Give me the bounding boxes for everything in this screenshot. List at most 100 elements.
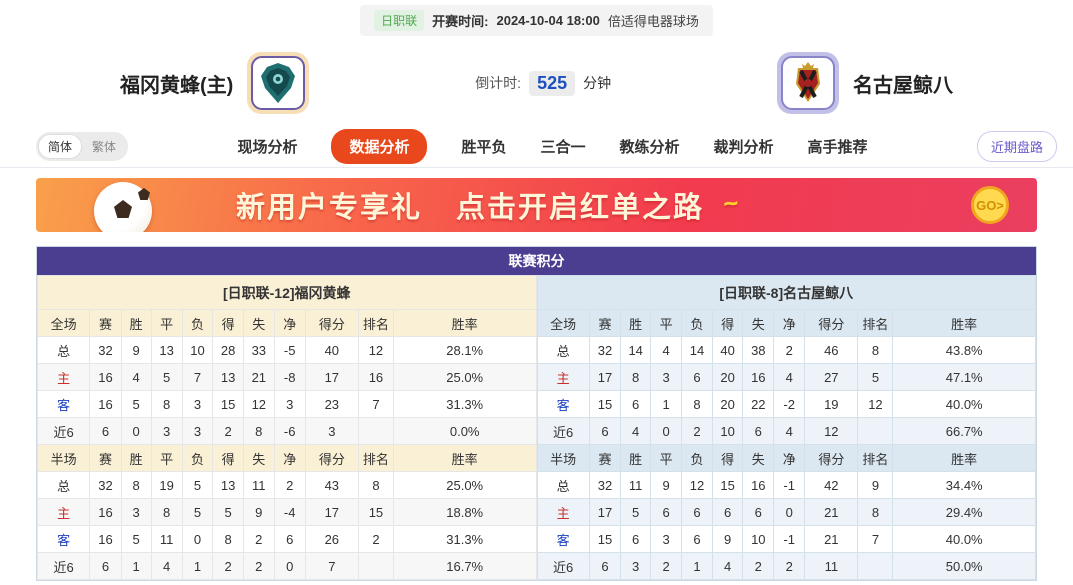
column-header: 胜 bbox=[120, 309, 152, 337]
stat-cell: 50.0% bbox=[892, 552, 1036, 580]
stat-cell: 6 bbox=[620, 390, 652, 418]
kickoff-label: 开赛时间: bbox=[432, 13, 489, 29]
row-label: 总 bbox=[36, 336, 91, 364]
stat-cell: 0 bbox=[273, 552, 306, 580]
stat-cell: 6 bbox=[89, 417, 122, 445]
stat-cell: 0 bbox=[773, 498, 806, 526]
row-label: 近6 bbox=[536, 417, 590, 445]
stat-cell: 12 bbox=[804, 417, 859, 445]
stat-cell: 40 bbox=[304, 336, 359, 364]
stat-cell: 32 bbox=[588, 336, 622, 364]
stat-cell: 2 bbox=[650, 552, 683, 580]
stat-cell: 0 bbox=[181, 525, 214, 553]
table-row: 近6 6 3 2 1 4 2 2 11 50.0% bbox=[536, 552, 1036, 580]
column-header: 得 bbox=[711, 309, 744, 337]
stat-cell: 14 bbox=[620, 336, 652, 364]
table-row: 总 32 14 4 14 40 38 2 46 8 43.8% bbox=[536, 336, 1036, 364]
stat-cell: -1 bbox=[773, 525, 806, 553]
stat-cell: 40.0% bbox=[892, 390, 1036, 418]
stat-cell: 66.7% bbox=[892, 417, 1036, 445]
row-label: 客 bbox=[36, 525, 91, 553]
tab-现场分析[interactable]: 现场分析 bbox=[237, 139, 298, 156]
column-header-row: 半场赛胜平负得失净得分 排名 胜率 bbox=[36, 444, 537, 472]
table-row: 总 32 9 13 10 28 33 -5 40 12 28.1% bbox=[36, 336, 537, 364]
row-label: 总 bbox=[36, 471, 91, 499]
home-team-block: 福冈黄蜂(主) bbox=[120, 52, 310, 114]
row-label: 总 bbox=[536, 471, 590, 499]
stat-cell bbox=[857, 417, 894, 445]
column-header: 半场 bbox=[36, 444, 91, 472]
stat-cell: 20 bbox=[711, 363, 744, 391]
stat-cell: 31.3% bbox=[392, 525, 537, 553]
match-header: 福冈黄蜂(主) 倒计时: 525 分钟 bbox=[0, 40, 1073, 126]
stat-cell: -5 bbox=[273, 336, 306, 364]
tab-裁判分析[interactable]: 裁判分析 bbox=[713, 139, 774, 156]
home-crest-icon bbox=[261, 63, 296, 103]
column-header: 赛 bbox=[89, 309, 122, 337]
stat-cell: 40 bbox=[711, 336, 744, 364]
stat-cell: 28.1% bbox=[392, 336, 537, 364]
column-header: 排名 bbox=[857, 444, 894, 472]
column-header: 得 bbox=[212, 444, 244, 472]
column-header: 排名 bbox=[357, 309, 394, 337]
column-header: 全场 bbox=[536, 309, 590, 337]
column-header: 胜 bbox=[120, 444, 152, 472]
home-team-logo bbox=[247, 52, 310, 114]
column-header: 赛 bbox=[588, 309, 622, 337]
stat-cell: 15 bbox=[711, 471, 744, 499]
row-label: 主 bbox=[536, 363, 590, 391]
column-header: 赛 bbox=[588, 444, 622, 472]
table-row: 主 17 8 3 6 20 16 4 27 5 47.1% bbox=[536, 363, 1036, 391]
nav-bar: 简体 繁体 现场分析 数据分析 胜平负 三合一 教练分析 裁判分析 高手推荐 近期盘路 bbox=[0, 126, 1073, 168]
stat-cell: 8 bbox=[120, 471, 152, 499]
stat-cell: 13 bbox=[212, 471, 244, 499]
stat-cell: 4 bbox=[150, 552, 183, 580]
stat-cell: 17 bbox=[304, 363, 359, 391]
team-title-row: [日职联-12]福冈黄蜂 bbox=[37, 275, 537, 310]
column-header: 胜率 bbox=[392, 309, 537, 337]
go-button[interactable]: GO> bbox=[971, 186, 1009, 224]
stat-cell: -1 bbox=[773, 471, 806, 499]
stat-cell: 21 bbox=[804, 525, 859, 553]
tab-高手推荐[interactable]: 高手推荐 bbox=[807, 139, 868, 156]
promo-banner[interactable]: 新用户专享礼 点击开启红单之路 ~ GO> bbox=[36, 178, 1037, 232]
home-team-name: 福冈黄蜂(主) bbox=[120, 74, 234, 97]
stat-cell: 2 bbox=[242, 552, 275, 580]
lang-traditional-button[interactable]: 繁体 bbox=[92, 140, 117, 154]
tab-胜平负[interactable]: 胜平负 bbox=[461, 139, 507, 156]
recent-trends-button[interactable]: 近期盘路 bbox=[976, 131, 1057, 162]
tab-数据分析[interactable]: 数据分析 bbox=[331, 129, 428, 164]
stat-cell: 43.8% bbox=[892, 336, 1036, 364]
tab-三合一[interactable]: 三合一 bbox=[540, 139, 586, 156]
stat-cell: 29.4% bbox=[892, 498, 1036, 526]
stat-cell: 5 bbox=[181, 471, 214, 499]
column-header: 得分 bbox=[304, 444, 359, 472]
stat-cell: 17 bbox=[304, 498, 359, 526]
column-header: 胜率 bbox=[892, 309, 1036, 337]
league-badge: 日职联 bbox=[374, 9, 425, 31]
stat-cell: 18.8% bbox=[392, 498, 537, 526]
stat-cell: 11 bbox=[620, 471, 652, 499]
lang-simplified-button[interactable]: 简体 bbox=[38, 134, 83, 159]
stat-cell: 32 bbox=[89, 471, 122, 499]
stat-cell: 2 bbox=[273, 471, 306, 499]
stat-cell: 34.4% bbox=[892, 471, 1036, 499]
column-header-row: 半场赛胜平负得失净得分 排名 胜率 bbox=[536, 444, 1036, 472]
stat-cell: -8 bbox=[273, 363, 306, 391]
countdown-label: 倒计时: bbox=[475, 75, 522, 91]
stat-cell: 8 bbox=[357, 471, 394, 499]
stat-cell: 25.0% bbox=[392, 471, 537, 499]
stat-cell: 7 bbox=[181, 363, 214, 391]
stat-cell: 3 bbox=[181, 390, 214, 418]
stat-cell: 12 bbox=[681, 471, 713, 499]
tab-教练分析[interactable]: 教练分析 bbox=[619, 139, 680, 156]
stat-cell: 15 bbox=[588, 525, 622, 553]
stat-cell: 3 bbox=[620, 552, 652, 580]
column-header: 净 bbox=[773, 309, 806, 337]
stat-cell: 3 bbox=[650, 525, 683, 553]
column-header: 平 bbox=[150, 309, 183, 337]
stat-cell: 7 bbox=[357, 390, 394, 418]
stat-cell: 12 bbox=[857, 390, 894, 418]
stat-cell: 15 bbox=[588, 390, 622, 418]
table-row: 客 16 5 8 3 15 12 3 23 7 31.3% bbox=[36, 390, 537, 418]
